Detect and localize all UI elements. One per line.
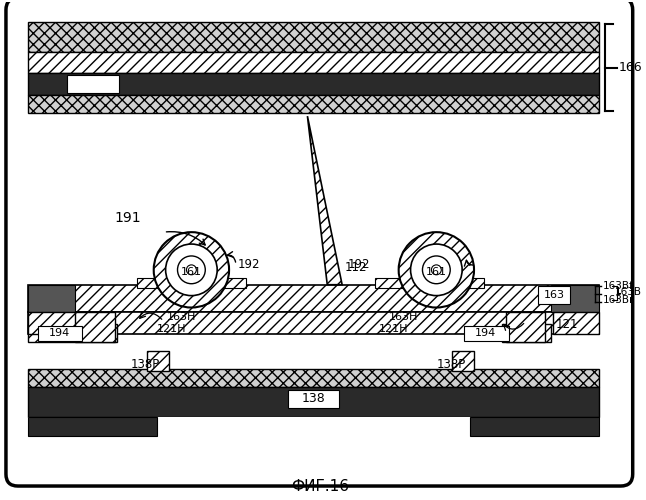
- Circle shape: [432, 265, 441, 275]
- Text: 121H: 121H: [157, 324, 186, 334]
- Bar: [506, 312, 545, 342]
- Text: 164: 164: [81, 78, 105, 91]
- Text: 121: 121: [556, 318, 578, 331]
- Bar: [28, 416, 157, 436]
- Text: 194: 194: [475, 328, 497, 338]
- FancyBboxPatch shape: [6, 0, 632, 486]
- Bar: [28, 52, 599, 74]
- Bar: [28, 387, 599, 416]
- Bar: [137, 278, 246, 287]
- Bar: [28, 284, 599, 312]
- Bar: [502, 324, 552, 342]
- Text: 121H: 121H: [379, 324, 408, 334]
- Bar: [287, 390, 339, 407]
- Circle shape: [178, 256, 205, 283]
- Text: 161: 161: [181, 267, 202, 277]
- Text: 194: 194: [49, 328, 70, 338]
- Bar: [452, 351, 474, 371]
- Circle shape: [422, 256, 450, 283]
- Circle shape: [399, 232, 474, 308]
- Bar: [37, 326, 82, 341]
- Text: 112: 112: [345, 262, 368, 274]
- Text: 191: 191: [114, 212, 141, 226]
- Bar: [554, 312, 599, 334]
- Text: 163Br: 163Br: [603, 294, 634, 304]
- Text: 163H: 163H: [389, 312, 418, 322]
- Bar: [67, 76, 119, 94]
- Text: 163Bf: 163Bf: [603, 280, 634, 290]
- Text: 161: 161: [426, 267, 447, 277]
- Text: 163H: 163H: [167, 312, 196, 322]
- Bar: [375, 278, 484, 287]
- Text: 192: 192: [348, 258, 370, 272]
- Text: 138P: 138P: [131, 358, 160, 370]
- Bar: [28, 416, 599, 436]
- Circle shape: [411, 244, 462, 296]
- Circle shape: [187, 265, 196, 275]
- Bar: [28, 324, 117, 342]
- Text: 166: 166: [619, 61, 642, 74]
- Circle shape: [154, 232, 229, 308]
- Text: 163B: 163B: [615, 286, 642, 296]
- Polygon shape: [307, 116, 342, 284]
- Bar: [28, 284, 76, 312]
- Bar: [28, 74, 599, 96]
- Bar: [28, 96, 599, 113]
- Circle shape: [165, 244, 217, 296]
- Bar: [76, 312, 115, 342]
- Text: 138: 138: [302, 392, 325, 406]
- Bar: [464, 326, 509, 341]
- Text: ФИГ.16: ФИГ.16: [291, 478, 349, 494]
- Text: 163: 163: [544, 290, 565, 300]
- Bar: [28, 369, 599, 387]
- Bar: [28, 312, 599, 334]
- Bar: [28, 312, 102, 334]
- Bar: [28, 113, 599, 302]
- Bar: [552, 284, 599, 312]
- Bar: [147, 351, 169, 371]
- Text: 138P: 138P: [436, 358, 466, 370]
- Bar: [28, 22, 599, 52]
- Bar: [470, 416, 599, 436]
- Bar: [539, 286, 570, 304]
- Text: 192: 192: [238, 258, 260, 272]
